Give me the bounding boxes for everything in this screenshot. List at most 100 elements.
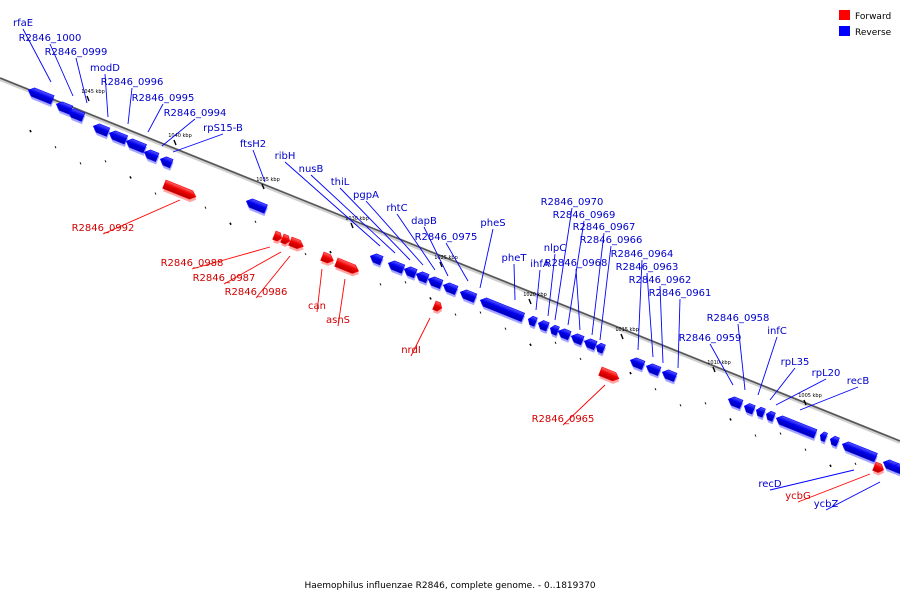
gene-label-r2846-0975[interactable]: R2846_0975	[415, 232, 478, 243]
leader-modd	[104, 73, 109, 118]
gene-r2846-0994[interactable]	[142, 148, 161, 165]
gene-label-asns[interactable]: asnS	[326, 315, 350, 326]
gene-phes[interactable]	[478, 296, 526, 325]
legend-reverse[interactable]: Reverse	[839, 26, 892, 38]
gene-label-r2846-0963[interactable]: R2846_0963	[616, 262, 679, 273]
gene-ftsh2[interactable]	[244, 197, 269, 217]
gene-ihfa[interactable]	[536, 319, 551, 334]
gene-r2846-0962[interactable]	[726, 395, 745, 412]
gene-r2846-0995[interactable]	[124, 137, 148, 156]
gene-r2846-0966[interactable]	[628, 356, 647, 373]
gene-label-rhtc[interactable]: rhtC	[386, 203, 407, 214]
gene-label-phet[interactable]: pheT	[502, 253, 528, 264]
gene-r2846-0975[interactable]	[458, 288, 479, 306]
gene-label-r2846-0962[interactable]: R2846_0962	[629, 275, 692, 286]
gene-label-recb[interactable]: recB	[847, 376, 870, 387]
gene-r2846-0992[interactable]	[162, 179, 199, 204]
track-marker	[429, 297, 432, 300]
gene-r2846-0965[interactable]	[598, 366, 622, 386]
gene-label-infc[interactable]: infC	[767, 326, 787, 337]
gene-r2846-0969[interactable]	[569, 332, 586, 348]
label-leader-lines	[22, 28, 881, 511]
gene-r2846-0986[interactable]	[288, 236, 307, 253]
gene-nlpc[interactable]	[548, 324, 561, 339]
gene-label-r2846-0987[interactable]: R2846_0987	[193, 273, 256, 284]
gene-label-ycbz[interactable]: ycbZ	[814, 499, 839, 510]
legend-forward[interactable]: Forward	[839, 10, 891, 22]
gene-nrdi[interactable]	[432, 300, 445, 315]
gene-label-r2846-0988[interactable]: R2846_0988	[161, 258, 224, 269]
gene-rhtc[interactable]	[426, 275, 445, 292]
gene-asns[interactable]	[334, 257, 362, 278]
gene-label-ftsh2[interactable]: ftsH2	[240, 139, 266, 150]
gene-nusb[interactable]	[386, 259, 407, 277]
gene-r2846-0988[interactable]	[272, 230, 285, 245]
gene-label-r2846-0969[interactable]: R2846_0969	[553, 210, 616, 221]
gene-label-r2846-0967[interactable]: R2846_0967	[573, 222, 636, 233]
gene-r2846-0958[interactable]	[764, 410, 777, 425]
gene-pgpa[interactable]	[414, 270, 431, 286]
gene-r2846-0987[interactable]	[280, 233, 293, 248]
gene-label-thil[interactable]: thiL	[331, 177, 350, 188]
gene-r2846-0967[interactable]	[594, 342, 607, 357]
gene-label-r2846-0968[interactable]: R2846_0968	[545, 258, 608, 269]
gene-label-recd[interactable]: recD	[758, 479, 782, 490]
gene-label-r2846-0995[interactable]: R2846_0995	[132, 93, 195, 104]
gene-r2846-0970[interactable]	[556, 327, 573, 343]
gene-r2846-0961[interactable]	[742, 402, 757, 417]
gene-label-r2846-0996[interactable]: R2846_0996	[101, 77, 164, 88]
gene-r2846-0996[interactable]	[107, 129, 129, 147]
gene-label-ribh[interactable]: ribH	[275, 151, 296, 162]
gene-label-rps15-b[interactable]: rpS15-B	[203, 123, 243, 134]
gene-phet[interactable]	[526, 315, 539, 330]
gene-rpl20[interactable]	[828, 435, 841, 450]
gene-label-modd[interactable]: modD	[90, 63, 120, 74]
leader-recb	[799, 386, 859, 411]
gene-label-r2846-0994[interactable]: R2846_0994	[164, 108, 227, 119]
gene-r2846-0959[interactable]	[754, 406, 767, 421]
gene-label-r2846-0965[interactable]: R2846_0965	[532, 414, 595, 425]
gene-label-can[interactable]: can	[308, 301, 326, 312]
gene-r2846-0999[interactable]	[66, 107, 87, 125]
gene-label-pgpa[interactable]: pgpA	[353, 190, 379, 201]
gene-label-r2846-0986[interactable]: R2846_0986	[225, 287, 288, 298]
gene-r2846-0968[interactable]	[582, 337, 599, 353]
gene-label-nusb[interactable]: nusB	[299, 164, 324, 175]
gene-label-r2846-0999[interactable]: R2846_0999	[45, 47, 108, 58]
gene-label-r2846-0961[interactable]: R2846_0961	[649, 288, 712, 299]
gene-label-r2846-1000[interactable]: R2846_1000	[19, 33, 82, 44]
gene-thil[interactable]	[402, 265, 419, 281]
gene-rpl35[interactable]	[818, 431, 829, 445]
gene-label-r2846-0958[interactable]: R2846_0958	[707, 313, 770, 324]
gene-label-r2846-0970[interactable]: R2846_0970	[541, 197, 604, 208]
gene-label-dapb[interactable]: dapB	[411, 216, 437, 227]
gene-label-rpl20[interactable]: rpL20	[812, 368, 841, 379]
gene-label-r2846-0959[interactable]: R2846_0959	[679, 333, 742, 344]
gene-ribh[interactable]	[368, 252, 385, 268]
gene-dapb[interactable]	[441, 281, 460, 298]
gene-label-nrdi[interactable]: nrdI	[401, 345, 421, 356]
gene-label-r2846-0992[interactable]: R2846_0992	[72, 223, 135, 234]
gene-label-rpl35[interactable]: rpL35	[781, 357, 810, 368]
gene-ycbz[interactable]	[891, 462, 900, 477]
gene-modd[interactable]	[91, 122, 112, 140]
gene-label-ihfa[interactable]: ihfA	[530, 259, 550, 270]
gene-label-r2846-0964[interactable]: R2846_0964	[611, 249, 674, 260]
gene-ycbg[interactable]	[872, 461, 887, 477]
gene-label-r2846-0966[interactable]: R2846_0966	[580, 235, 643, 246]
gene-r2846-0964[interactable]	[644, 362, 663, 379]
gene-rps15-b[interactable]	[158, 155, 175, 171]
gene-infc[interactable]	[774, 414, 819, 441]
gene-label-ycbg[interactable]: ycbG	[785, 491, 811, 502]
gene-label-rfae[interactable]: rfaE	[13, 18, 33, 29]
gene-can[interactable]	[320, 251, 337, 268]
gene-r2846-0963[interactable]	[660, 368, 679, 385]
gene-recb[interactable]	[840, 440, 879, 465]
track-marker	[504, 327, 507, 330]
leader-r2846-0958	[737, 323, 746, 391]
gene-label-nlpc[interactable]: nlpC	[544, 243, 566, 254]
gene-label-phes[interactable]: pheS	[480, 218, 505, 229]
gene-rfae[interactable]	[26, 86, 56, 107]
